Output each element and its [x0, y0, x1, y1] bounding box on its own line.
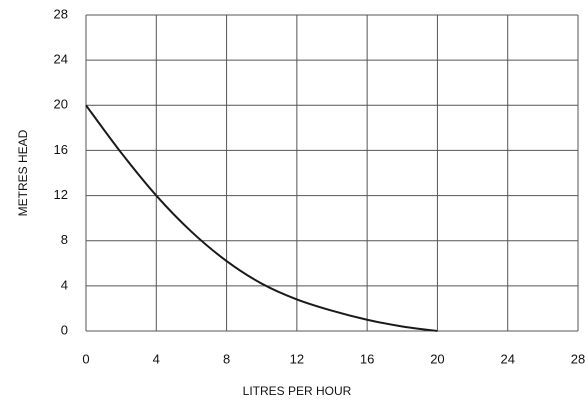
x-tick-label: 4 — [153, 351, 160, 366]
y-tick-label: 0 — [61, 322, 68, 337]
x-tick-label: 28 — [571, 351, 585, 366]
y-tick-label: 8 — [61, 232, 68, 247]
x-tick-label: 12 — [290, 351, 304, 366]
y-tick-label: 20 — [54, 97, 68, 112]
curve — [85, 104, 438, 332]
x-tick-label: 24 — [500, 351, 514, 366]
x-tick-label: 16 — [360, 351, 374, 366]
x-tick-label: 0 — [82, 351, 89, 366]
y-tick-label: 24 — [54, 52, 68, 67]
y-tick-label: 4 — [61, 277, 68, 292]
y-tick-label: 28 — [54, 6, 68, 21]
x-axis-title: LITRES PER HOUR — [243, 384, 352, 398]
y-tick-label: 12 — [54, 187, 68, 202]
x-tick-label: 8 — [223, 351, 230, 366]
y-tick-label: 16 — [54, 142, 68, 157]
y-axis-title: METRES HEAD — [16, 129, 30, 216]
x-tick-label: 20 — [430, 351, 444, 366]
